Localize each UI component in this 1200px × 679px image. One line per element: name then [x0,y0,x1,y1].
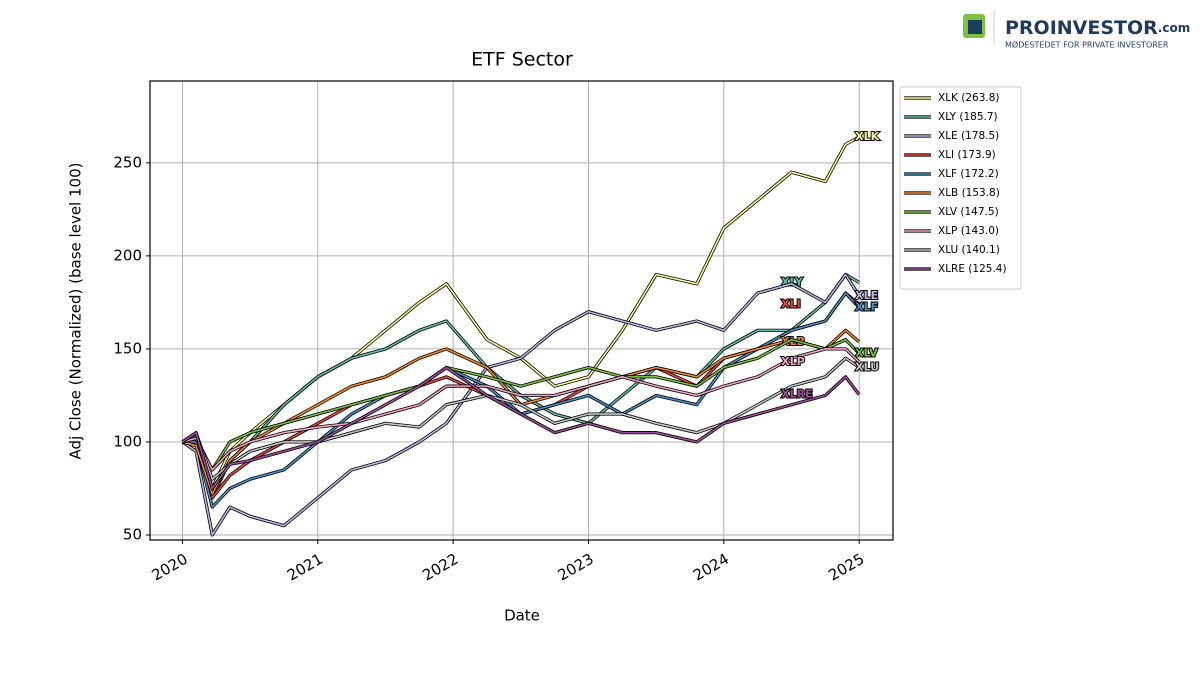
line-end-label: XLF [855,301,878,314]
line [182,366,860,490]
line-end-label: XLP [781,355,805,368]
logo-tagline: MØDESTEDET FOR PRIVATE INVESTORER [1005,40,1169,50]
chart-title: ETF Sector [471,49,573,71]
line-end-label: XLI [781,297,801,310]
logo-icon-inner [968,20,982,34]
legend-label: XLP (143.0) [938,225,999,237]
line-end-label: XLRE [781,388,812,401]
legend-label: XLU (140.1) [938,244,1000,256]
line [182,273,860,536]
line-end-label: XLE [855,289,878,302]
line [182,348,860,471]
legend-label: XLB (153.8) [938,187,1000,199]
logo-name: PROINVESTOR [1005,17,1158,39]
legend: XLK (263.8) XLY (185.7) XLE (178.5) XLI (17… [899,86,1022,290]
logo: PROINVESTOR.com MØDESTEDET FOR PRIVATE I… [963,10,1190,50]
x-axis-label: Date [504,607,540,625]
y-tick-label: 200 [113,246,142,264]
y-axis-label: Adj Close (Normalized) (base level 100) [67,163,85,460]
legend-label: XLK (263.8) [938,92,1000,104]
line-end-label: XLK [855,130,879,143]
y-tick-label: 150 [113,339,142,357]
y-tick-label: 250 [113,153,142,171]
plot-frame [149,80,894,541]
legend-label: XLRE (125.4) [938,263,1007,275]
line-end-label: XLU [855,360,879,373]
line [182,338,860,471]
y-tick-label: 50 [123,525,142,543]
legend-label: XLF (172.2) [938,168,999,180]
logo-text: PROINVESTOR.com [1005,17,1190,39]
y-tick-label: 100 [113,432,142,450]
logo-suffix: .com [1158,21,1190,35]
line-end-label: XLV [855,347,878,360]
legend-label: XLE (178.5) [938,130,999,142]
legend-label: XLV (147.5) [938,206,999,218]
legend-label: XLY (185.7) [938,111,998,123]
line [182,357,860,480]
legend-label: XLI (173.9) [938,149,996,161]
